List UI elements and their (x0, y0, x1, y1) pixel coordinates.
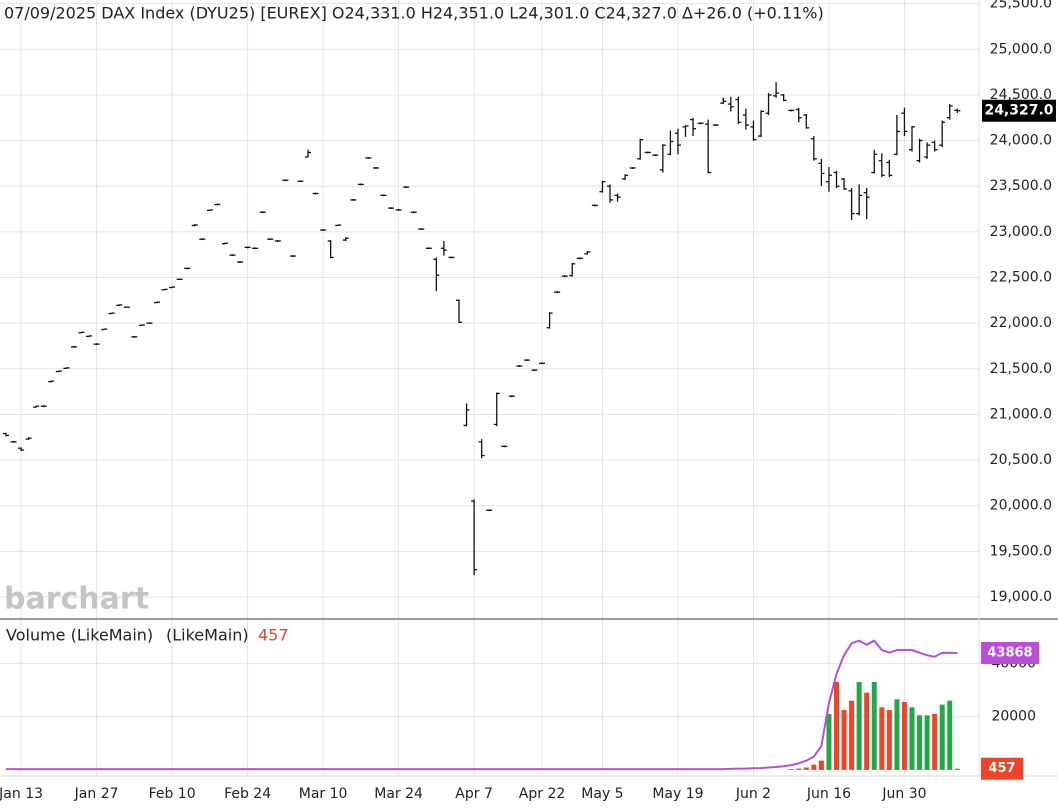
header: 07/09/2025 DAX Index (DYU25) [EUREX] O24… (4, 4, 824, 23)
volume-bar (818, 760, 824, 770)
y-tick-label: 22,500.0 (990, 270, 1052, 286)
y-tick-label: 25,000.0 (990, 41, 1052, 57)
volume-bar (886, 709, 892, 770)
volume-bar (841, 709, 847, 770)
volume-bar (917, 715, 923, 770)
x-tick-label: May 19 (652, 786, 703, 802)
y-tick-label: 21,500.0 (990, 361, 1052, 377)
y-tick-label: 21,000.0 (990, 406, 1052, 422)
volume-last-value: 457 (258, 626, 289, 645)
last-price-box (982, 99, 1056, 122)
x-tick-label: Jun 2 (735, 786, 771, 802)
volume-bar (796, 768, 802, 770)
study-last-box (981, 642, 1039, 665)
volume-bar (894, 699, 900, 770)
study-legend: (LikeMain) (166, 626, 249, 645)
volume-bar (811, 764, 817, 770)
volume-legend: Volume (LikeMain) (6, 626, 153, 645)
y-tick-label: 25,500.0 (990, 0, 1052, 12)
x-tick-label: Feb 24 (224, 786, 271, 802)
y-tick-label: 24,000.0 (990, 133, 1052, 149)
volume-bar (788, 769, 794, 770)
last-price-label: 24,327.0 (984, 103, 1053, 119)
volume-last-label: 457 (988, 761, 1015, 776)
volume-bar (932, 713, 938, 770)
x-tick-label: Mar 10 (299, 786, 348, 802)
y-tick-label: 20000 (991, 709, 1036, 725)
study-line (6, 639, 958, 771)
x-tick-label: Jun 30 (881, 786, 926, 802)
x-tick-label: Feb 10 (149, 786, 196, 802)
watermark: barchart (4, 582, 149, 617)
grid-layer (0, 0, 979, 776)
volume-bar (879, 707, 885, 770)
volume-bar (864, 692, 870, 770)
y-tick-label: 23,500.0 (990, 178, 1052, 194)
y-tick-label: 20,000.0 (990, 498, 1052, 514)
volume-bar (856, 681, 862, 770)
volume-bar (939, 704, 945, 770)
volume-last-box (981, 757, 1023, 780)
x-tick-label: Jun 16 (806, 786, 851, 802)
volume-bar (826, 713, 832, 770)
x-tick-label: Jan 27 (74, 786, 119, 802)
y-tick-label: 24,500.0 (990, 87, 1052, 103)
x-tick-label: Jan 13 (0, 786, 43, 802)
volume-bar (954, 768, 960, 770)
volume-bar (803, 767, 809, 770)
y-tick-label: 20,500.0 (990, 452, 1052, 468)
volume-bar (849, 700, 855, 770)
volume-bar (871, 681, 877, 770)
marks-layer (3, 82, 961, 771)
x-tick-label: Mar 24 (374, 786, 423, 802)
volume-bar (909, 707, 915, 770)
y-tick-label: 19,000.0 (990, 589, 1052, 605)
volume-bar (834, 681, 839, 770)
x-tick-label: May 5 (581, 786, 623, 802)
x-tick-label: Apr 7 (455, 786, 493, 802)
y-tick-label: 19,500.0 (990, 543, 1052, 559)
volume-bar (924, 715, 930, 770)
volume-bar (901, 701, 907, 770)
volume-bar (947, 700, 953, 770)
y-tick-label: 23,000.0 (990, 224, 1052, 240)
y-tick-label: 22,000.0 (990, 315, 1052, 331)
study-last-label: 43868 (987, 646, 1032, 661)
x-tick-label: Apr 22 (519, 786, 565, 802)
